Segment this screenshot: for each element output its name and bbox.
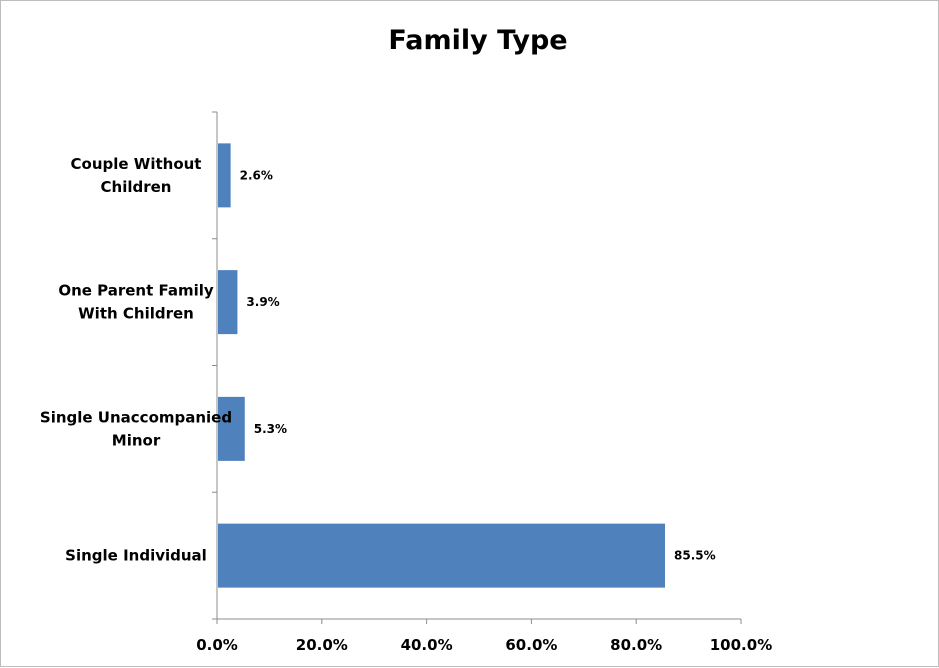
x-tick-label: 60.0% [505,636,557,654]
bar [218,143,231,208]
bar [218,396,245,461]
x-tick-label: 20.0% [296,636,348,654]
category-label: Single Unaccompanied Minor [40,408,232,449]
data-label: 2.6% [240,168,273,182]
category-label: One Parent Family With Children [58,282,214,323]
x-tick-label: 40.0% [401,636,453,654]
chart-title: Family Type [388,25,567,56]
x-tick-label: 80.0% [610,636,662,654]
bar [218,523,666,588]
data-labels: 2.6% 3.9% 5.3% 85.5% [240,168,716,562]
bars [218,143,666,588]
category-labels: Couple Without Children One Parent Family W… [40,155,232,565]
category-label: Single Individual [65,547,207,565]
data-label: 3.9% [246,295,279,309]
data-label: 5.3% [254,422,287,436]
x-axis: 0.0% 20.0% 40.0% 60.0% 80.0% 100.0% [196,618,772,654]
data-label: 85.5% [674,549,716,563]
bar [218,270,238,335]
x-tick-label: 100.0% [710,636,772,654]
y-axis [212,111,218,620]
x-tick-label: 0.0% [196,636,238,654]
category-label: Couple Without Children [71,155,202,196]
